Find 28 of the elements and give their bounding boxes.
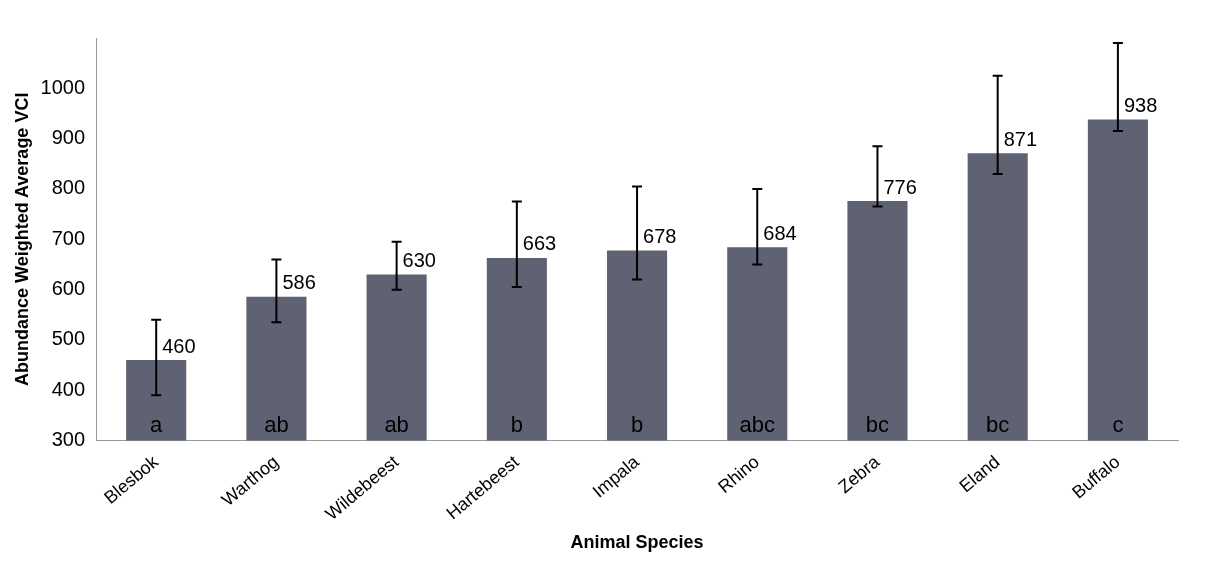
annotation: b — [630, 411, 644, 437]
data-label: 460 — [162, 334, 196, 357]
data-label: 586 — [282, 271, 316, 294]
data-label: 684 — [763, 221, 797, 244]
y-tick-label: 800 — [51, 176, 86, 199]
data-label: 938 — [1123, 94, 1158, 117]
y-tick-label: 1000 — [40, 75, 86, 98]
data-label: 678 — [643, 224, 677, 247]
y-tick-label: 700 — [51, 226, 86, 249]
annotation: ab — [264, 411, 289, 437]
y-tick-label: 500 — [51, 327, 86, 350]
annotation: bc — [865, 411, 890, 437]
annotation: bc — [986, 411, 1010, 437]
x-axis-title: Animal Species — [570, 532, 704, 553]
data-label: 871 — [1003, 127, 1038, 150]
y-tick-label: 600 — [51, 277, 86, 300]
y-tick-label: 900 — [51, 126, 86, 149]
y-tick-label: 400 — [51, 377, 86, 400]
annotation: abc — [739, 411, 775, 437]
data-label: 776 — [883, 175, 917, 198]
y-tick-label: 300 — [51, 428, 86, 451]
y-axis-title: Abundance Weighted Average VCI — [11, 92, 32, 386]
annotation: a — [150, 411, 164, 437]
data-label: 630 — [402, 249, 436, 272]
annotation: c — [1112, 411, 1124, 437]
annotation: ab — [384, 411, 409, 437]
data-label: 663 — [522, 232, 557, 255]
annotation: b — [510, 411, 523, 437]
